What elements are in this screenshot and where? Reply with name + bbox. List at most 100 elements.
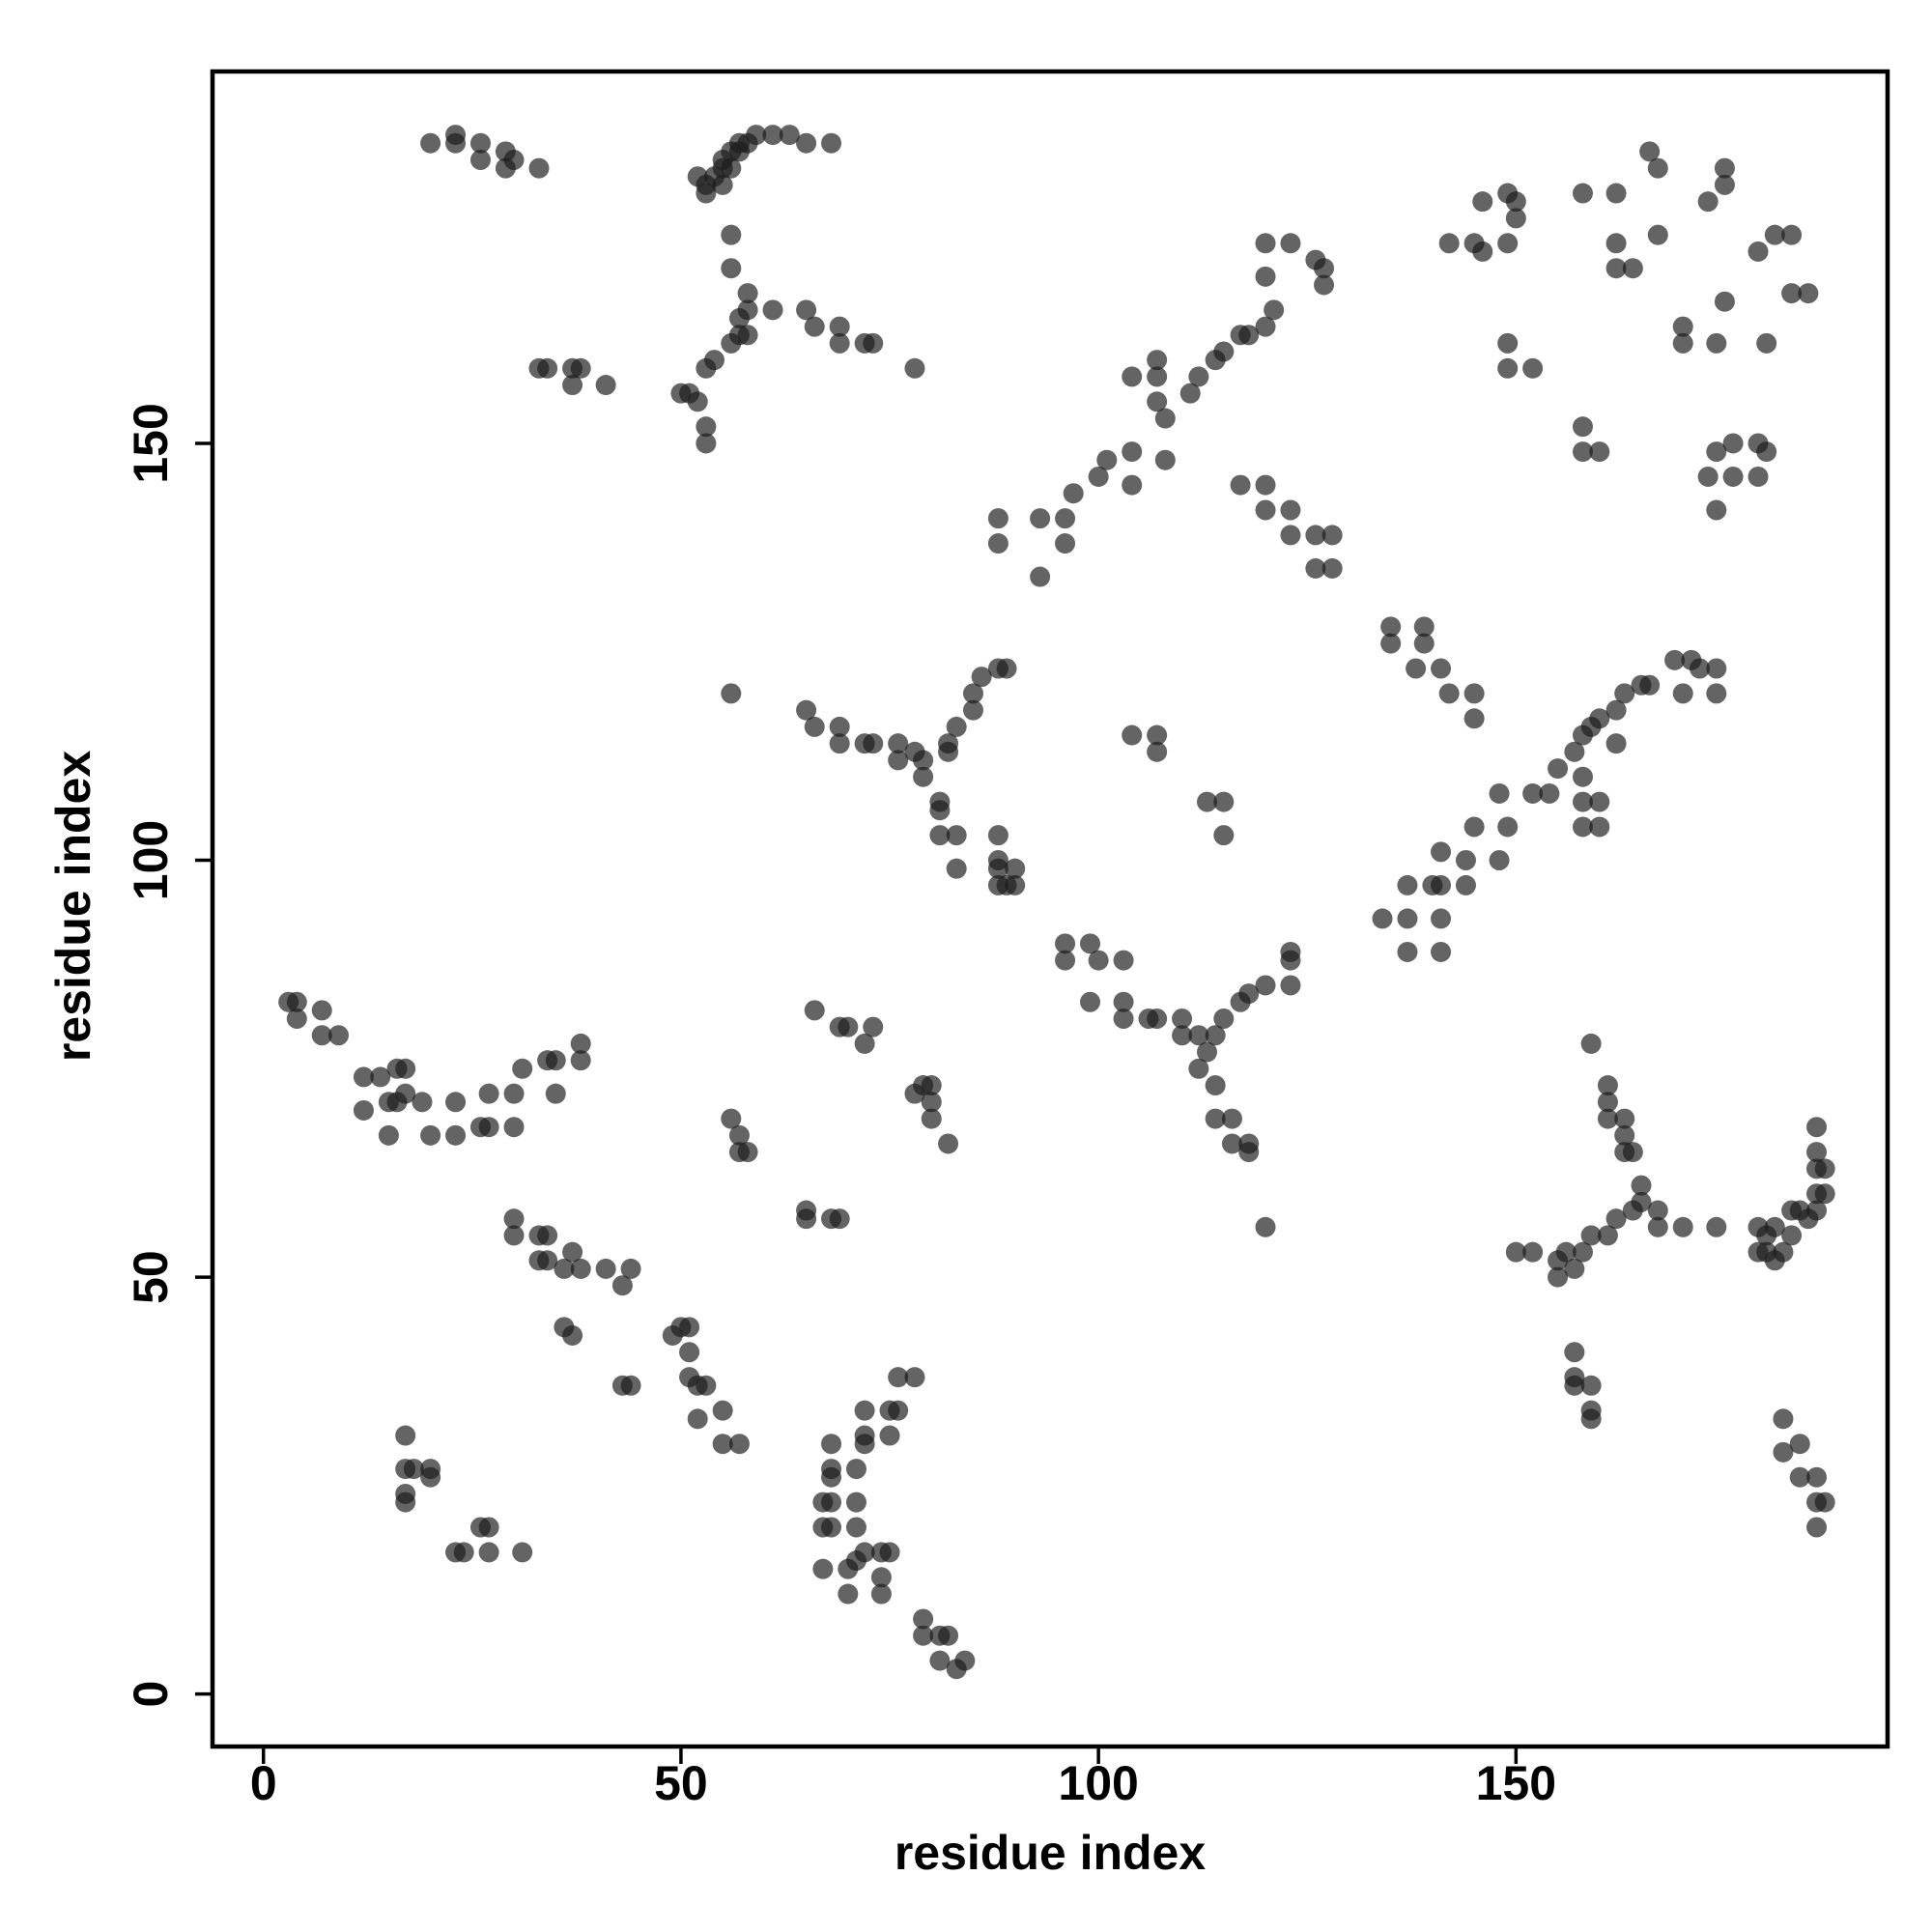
point (854, 1434, 875, 1455)
point (1472, 241, 1493, 262)
point (370, 1066, 391, 1088)
point (445, 1092, 467, 1113)
point (721, 157, 742, 179)
point (1255, 233, 1276, 254)
point (1113, 991, 1134, 1012)
point (863, 1016, 884, 1037)
point (1280, 233, 1301, 254)
point (1188, 1025, 1209, 1046)
point (1756, 332, 1777, 354)
point (854, 1033, 875, 1054)
point (804, 716, 825, 737)
point (378, 1124, 399, 1146)
point (1431, 908, 1452, 929)
point (537, 1225, 558, 1246)
point (453, 1542, 474, 1563)
point (445, 1124, 467, 1146)
point (570, 1033, 591, 1054)
point (796, 1208, 817, 1230)
point (987, 874, 1009, 895)
point (1205, 1108, 1226, 1129)
point (1572, 766, 1593, 787)
point (1672, 332, 1693, 354)
point (1764, 224, 1785, 245)
point (1647, 1200, 1668, 1221)
point (1147, 741, 1168, 762)
point (1806, 1517, 1828, 1538)
point (962, 699, 983, 721)
point (595, 1258, 616, 1279)
point (996, 658, 1017, 679)
point (1147, 391, 1168, 412)
y-tick-label: 50 (124, 1250, 178, 1304)
plot-area (278, 125, 1835, 1680)
point (1455, 874, 1476, 895)
point (1188, 1058, 1209, 1079)
point (1213, 825, 1235, 846)
x-tick-label: 50 (654, 1756, 708, 1810)
point (503, 1083, 525, 1104)
point (1314, 274, 1335, 296)
point (1238, 1142, 1260, 1163)
point (1213, 341, 1235, 362)
point (311, 1025, 332, 1046)
point (879, 1542, 900, 1563)
point (1431, 874, 1452, 895)
point (1147, 1008, 1168, 1029)
point (1647, 1216, 1668, 1237)
point (987, 825, 1009, 846)
point (1589, 791, 1610, 812)
point (420, 1124, 441, 1146)
point (1631, 1175, 1652, 1196)
point (921, 1075, 942, 1096)
point (1589, 816, 1610, 838)
point (1572, 441, 1593, 463)
point (1622, 1142, 1643, 1163)
point (845, 1492, 867, 1513)
point (545, 1050, 566, 1071)
point (1489, 850, 1510, 871)
x-tick-label: 100 (1058, 1756, 1138, 1810)
point (670, 383, 692, 404)
point (1773, 1241, 1794, 1263)
point (512, 1058, 533, 1079)
point (938, 1133, 959, 1154)
point (829, 1208, 850, 1230)
point (929, 1650, 951, 1671)
point (1564, 1342, 1585, 1363)
point (712, 1434, 733, 1455)
point (503, 149, 525, 170)
point (1380, 616, 1402, 638)
point (821, 132, 842, 154)
point (1614, 683, 1635, 704)
point (286, 1008, 307, 1029)
x-axis-label: residue index (895, 1826, 1207, 1880)
point (913, 1608, 934, 1630)
point (1213, 791, 1235, 812)
point (888, 750, 909, 771)
point (1756, 1241, 1777, 1263)
point (1255, 1216, 1276, 1237)
point (1197, 791, 1218, 812)
point (1397, 874, 1418, 895)
point (537, 1250, 558, 1271)
point (1179, 383, 1201, 404)
point (829, 733, 850, 754)
point (1564, 741, 1585, 762)
point (1747, 241, 1769, 262)
point (1497, 332, 1519, 354)
point (1030, 508, 1051, 529)
point (1406, 658, 1427, 679)
point (728, 1124, 750, 1146)
point (938, 1625, 959, 1646)
point (1522, 782, 1544, 804)
point (1605, 258, 1627, 279)
point (1321, 525, 1343, 546)
point (620, 1258, 641, 1279)
point (1781, 283, 1803, 304)
point (1305, 557, 1326, 579)
point (1672, 1216, 1693, 1237)
point (696, 416, 717, 438)
point (1505, 1241, 1526, 1263)
